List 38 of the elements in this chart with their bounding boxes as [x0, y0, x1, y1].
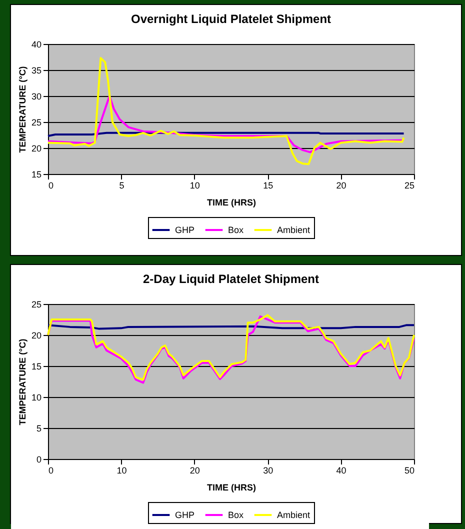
x-tick-label: 50 — [404, 466, 414, 476]
legend-label: Box — [228, 510, 244, 520]
chart-title: 2-Day Liquid Platelet Shipment — [142, 272, 320, 286]
y-tick-label: 5 — [36, 424, 42, 434]
legend-label: Ambient — [277, 225, 311, 235]
x-tick-label: 5 — [119, 180, 124, 190]
x-tick-label: 0 — [48, 180, 54, 190]
x-tick-label: 0 — [48, 466, 54, 476]
x-axis-title: TIME (HRS) — [207, 198, 256, 208]
y-tick-label: 0 — [36, 454, 42, 464]
x-tick-label: 10 — [190, 180, 200, 190]
x-tick-label: 10 — [116, 466, 127, 476]
x-tick-label: 20 — [190, 466, 200, 476]
x-tick-label: 40 — [336, 466, 346, 476]
y-tick-label: 15 — [31, 362, 42, 372]
legend-label: Ambient — [277, 510, 311, 520]
chart-title: Overnight Liquid Platelet Shipment — [130, 12, 332, 26]
y-tick-label: 10 — [31, 392, 42, 402]
x-axis-title: TIME (HRS) — [207, 482, 256, 492]
y-axis-title: TEMPERATURE (°C) — [17, 66, 28, 153]
y-tick-label: 15 — [31, 170, 42, 180]
x-tick-label: 15 — [263, 180, 274, 190]
y-axis-title: TEMPERATURE (°C) — [17, 338, 28, 426]
y-tick-label: 20 — [31, 330, 42, 340]
legend-label: GHP — [175, 225, 195, 235]
legend-label: Box — [228, 225, 244, 235]
y-tick-label: 25 — [31, 118, 42, 128]
line-series — [47, 57, 405, 166]
y-tick-label: 25 — [31, 300, 42, 310]
x-tick-label: 20 — [336, 180, 346, 190]
legend-label: GHP — [175, 510, 195, 520]
line-series — [47, 95, 405, 154]
y-tick-label: 40 — [31, 40, 42, 50]
y-tick-label: 30 — [31, 92, 42, 102]
y-tick-label: 35 — [31, 66, 42, 76]
x-tick-label: 25 — [404, 180, 414, 190]
x-tick-label: 30 — [263, 466, 274, 476]
y-tick-label: 20 — [31, 144, 42, 154]
